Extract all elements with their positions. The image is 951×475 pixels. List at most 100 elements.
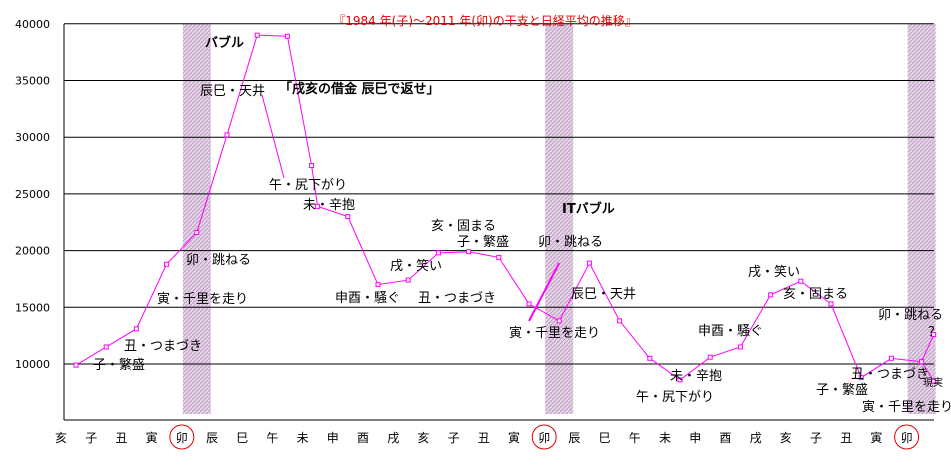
annotation-label: 未・辛抱 <box>670 368 722 384</box>
annotation-label: 戌・笑い <box>390 258 442 274</box>
annotation-label: 寅・千里を走り <box>157 291 248 307</box>
annotation-label: 丑・つまづき <box>124 339 202 354</box>
data-point <box>496 254 502 260</box>
series-line <box>921 361 935 382</box>
data-point <box>73 362 79 368</box>
x-tick-label: 辰 <box>206 431 218 445</box>
y-tick-label: 30000 <box>15 131 50 144</box>
annotation-label: ？ <box>928 325 941 340</box>
y-tick-label: 35000 <box>15 75 50 88</box>
y-tick-label: 10000 <box>15 358 50 371</box>
annotation-label: 丑・つまづき <box>851 367 929 382</box>
x-tick-circle <box>169 424 195 450</box>
x-tick-label: 子 <box>810 431 822 445</box>
y-tick-label: 40000 <box>15 18 50 31</box>
data-point <box>466 249 472 255</box>
x-tick-label: 申 <box>327 431 339 445</box>
data-point <box>435 250 441 256</box>
annotation-label: 午・尻下がり <box>636 390 714 405</box>
x-tick-label: 丑 <box>115 431 127 445</box>
annotation-label: ITバブル <box>562 201 615 217</box>
x-tick-label: 午 <box>266 431 278 445</box>
x-tick-label: 卯 <box>901 431 913 445</box>
data-point <box>224 132 230 138</box>
tick-labels: 10000 15000 20000 25000 30000 35000 40000 亥 子 丑 寅 卯… <box>15 18 920 450</box>
x-tick-label: 酉 <box>357 431 369 445</box>
y-tick-label: 25000 <box>15 188 50 201</box>
x-tick-label: 寅 <box>508 430 520 445</box>
annotation-label: 寅・千里を走り <box>862 399 951 415</box>
annotation-label: 丑・つまづき <box>418 291 496 306</box>
data-point <box>375 282 381 288</box>
x-tick-label: 寅 <box>870 430 882 445</box>
y-tick-label: 20000 <box>15 245 50 258</box>
gridlines <box>64 23 934 365</box>
x-tick-label: 卯 <box>176 431 188 445</box>
data-point <box>345 214 351 220</box>
x-tick-label: 亥 <box>55 431 67 445</box>
annotation-label: バブル <box>205 35 244 51</box>
x-tick-label: 戌 <box>387 431 399 445</box>
x-tick-label: 戌 <box>750 431 762 445</box>
data-point <box>586 260 592 266</box>
x-tick-label: 寅 <box>146 430 158 445</box>
data-point <box>858 375 864 381</box>
annotation-label: 申酉・騒ぐ <box>698 324 763 339</box>
annotation-label: 「戌亥の借金 辰巳で返せ」 <box>279 81 440 97</box>
data-point <box>768 292 774 298</box>
data-point <box>737 344 743 350</box>
x-tick-label: 卯 <box>538 431 550 445</box>
x-tick-label: 辰 <box>568 431 580 445</box>
x-tick-label: 子 <box>85 431 97 445</box>
data-point <box>315 203 321 209</box>
annotation-label: 午・尻下がり <box>269 178 347 193</box>
data-point <box>309 163 315 169</box>
annotation-label: 卯・跳ねる <box>186 253 251 268</box>
annotation-label: 卯・跳ねる <box>878 308 943 323</box>
data-point <box>931 378 937 384</box>
annotation-label: 辰巳・天井 <box>200 84 265 99</box>
annotation-label: 亥・固まる <box>783 287 848 302</box>
annotation-label: 戌・笑い <box>748 264 800 280</box>
data-point <box>194 229 200 235</box>
data-point <box>919 359 925 365</box>
x-tick-label: 午 <box>629 431 641 445</box>
annotation-label: 未・辛抱 <box>303 197 355 213</box>
annotation-label: 亥・固まる <box>431 219 496 234</box>
x-tick-label: 未 <box>297 431 309 445</box>
highlight-band <box>545 24 574 414</box>
data-point <box>526 301 532 307</box>
x-tick-label: 酉 <box>719 431 731 445</box>
x-tick-label: 未 <box>659 431 671 445</box>
data-point <box>931 332 937 338</box>
data-point <box>677 377 683 383</box>
data-point <box>556 318 562 324</box>
highlight-band <box>182 24 211 414</box>
data-point <box>284 33 290 39</box>
data-point <box>164 261 170 267</box>
highlight-band <box>907 24 936 414</box>
x-tick-label: 巳 <box>236 431 248 445</box>
emphasis-segment <box>528 262 561 322</box>
data-point <box>828 301 834 307</box>
highlight-bands <box>182 24 936 414</box>
annotation-label: 子・繁盛 <box>816 382 868 398</box>
data-point <box>707 354 713 360</box>
chart-title: 『1984 年(子)～2011 年(卯)の干支と日経平均の推移』 <box>333 14 636 28</box>
x-tick-label: 丑 <box>840 431 852 445</box>
data-point <box>133 326 139 332</box>
x-tick-label: 巳 <box>599 431 611 445</box>
x-tick-label: 子 <box>448 431 460 445</box>
data-point <box>254 32 260 38</box>
annotation-label: 子・繁盛 <box>457 234 509 250</box>
data-point <box>798 278 804 284</box>
y-tick-label: 15000 <box>15 301 50 314</box>
axes <box>63 24 934 421</box>
annotation-label: 辰巳・天井 <box>571 287 636 302</box>
data-point <box>647 355 653 361</box>
x-tick-circle <box>531 424 557 450</box>
annotation-label: 現実 <box>923 376 943 389</box>
data-point <box>617 318 623 324</box>
